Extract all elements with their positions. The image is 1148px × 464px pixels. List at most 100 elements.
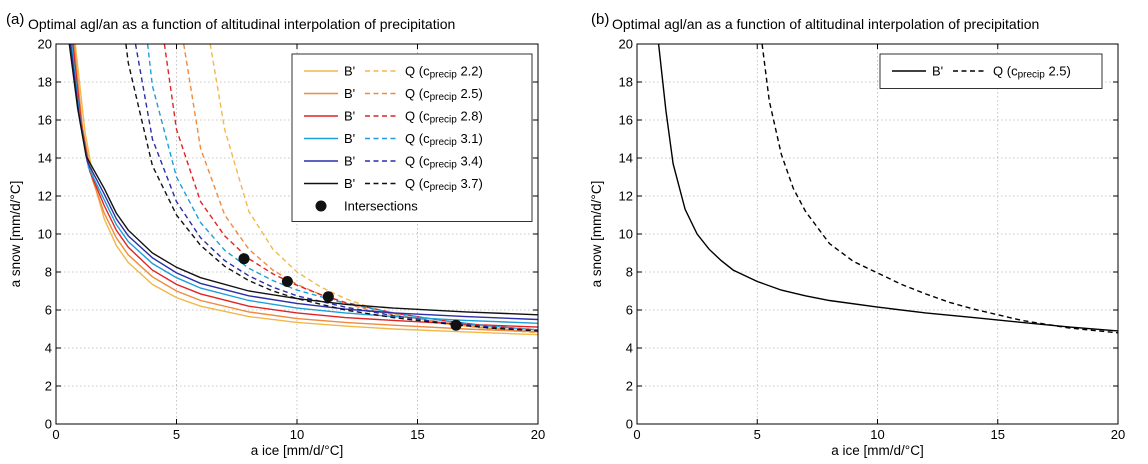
legend-q-sub: precip [430, 160, 458, 171]
legend-entry: B' Q (cprecip 3.4) [304, 154, 483, 171]
x-tick-label: 20 [1111, 427, 1125, 442]
legend-bprime-label: B' [344, 86, 355, 101]
legend-q-sub: precip [1018, 70, 1046, 81]
legend-q-prefix: (c [415, 176, 430, 191]
legend-q-label: Q (cprecip 3.7) [405, 176, 483, 193]
y-tick-label: 18 [619, 75, 633, 90]
legend-q-value: 3.4 [457, 154, 479, 169]
series-bprime-line-2.8 [72, 44, 538, 328]
legend-bprime-label: B' [344, 109, 355, 124]
x-tick-label: 0 [52, 427, 59, 442]
series-q-line-2.8 [163, 44, 538, 331]
legend-q-name: Q [405, 86, 415, 101]
intersection-marker [238, 253, 250, 265]
y-tick-label: 6 [45, 303, 52, 318]
legend-entry: B' Q (cprecip 2.8) [304, 109, 483, 126]
y-tick-label: 2 [626, 379, 633, 394]
legend-q-prefix: (c [415, 131, 430, 146]
legend-entry: B' Q (cprecip 2.2) [304, 64, 483, 81]
legend-bprime-label: B' [932, 64, 943, 79]
x-tick-label: 10 [870, 427, 884, 442]
intersection-marker [322, 291, 334, 303]
legend-q-name: Q [405, 64, 415, 79]
legend-q-suffix: ) [479, 176, 483, 191]
series-q-line-3.4 [134, 44, 538, 332]
y-tick-label: 4 [626, 341, 633, 356]
legend-bprime-label: B' [344, 176, 355, 191]
legend-q-name: Q [405, 109, 415, 124]
y-tick-label: 4 [45, 341, 52, 356]
series-q-line-3.1 [146, 44, 538, 331]
y-tick-label: 2 [45, 379, 52, 394]
y-tick-label: 12 [38, 189, 52, 204]
x-tick-label: 5 [173, 427, 180, 442]
legend-bprime-label: B' [344, 131, 355, 146]
y-tick-label: 8 [626, 265, 633, 280]
legend-q-suffix: ) [479, 64, 483, 79]
y-tick-label: 0 [45, 417, 52, 432]
legend-q-sub: precip [430, 92, 458, 103]
series-q-line-3.7 [125, 44, 538, 332]
y-tick-label: 20 [38, 37, 52, 52]
legend-q-name: Q [993, 64, 1003, 79]
x-tick-label: 10 [290, 427, 304, 442]
plot-area [657, 44, 1118, 334]
legend-q-label: Q (cprecip 2.5) [993, 64, 1071, 81]
series-bprime-line-2.5 [73, 44, 538, 333]
legend-q-sub: precip [430, 182, 458, 193]
y-tick-label: 8 [45, 265, 52, 280]
legend-q-suffix: ) [479, 86, 483, 101]
legend-q-value: 2.2 [457, 64, 479, 79]
panel-label: (a) [6, 11, 24, 28]
x-tick-label: 15 [410, 427, 424, 442]
legend-q-name: Q [405, 176, 415, 191]
legend-q-value: 2.5 [1045, 64, 1067, 79]
legend-q-suffix: ) [479, 131, 483, 146]
legend-q-sub: precip [430, 115, 458, 126]
chart-panel-a: 0 5 10 15 20 0 2 4 6 8 10 12 14 16 18 20 (a) Optimal agl/… [6, 11, 545, 458]
x-axis-label: a ice [mm/d/°C] [251, 443, 343, 458]
x-tick-label: 0 [633, 427, 640, 442]
legend-entry: B' Q (cprecip 2.5) [304, 86, 483, 103]
legend-q-prefix: (c [415, 154, 430, 169]
intersection-marker [281, 276, 293, 287]
chart-title: Optimal agl/an as a function of altitudi… [28, 16, 455, 32]
legend-q-value: 2.5 [457, 86, 479, 101]
y-axis-label: a snow [mm/d/°C] [8, 181, 23, 288]
y-tick-label: 0 [626, 417, 633, 432]
legend: B' Q (cprecip 2.2)B' Q (cprecip 2.5)B' Q (c… [291, 53, 533, 222]
legend-q-label: Q (cprecip 2.8) [405, 109, 483, 126]
series-bprime-line-2.5 [657, 44, 1118, 332]
legend-entry: B' Q (cprecip 3.7) [304, 176, 483, 193]
legend-q-suffix: ) [479, 109, 483, 124]
x-tick-label: 15 [991, 427, 1005, 442]
legend-q-value: 3.1 [457, 131, 479, 146]
legend-q-prefix: (c [415, 109, 430, 124]
series-bprime-line-3.7 [68, 44, 538, 316]
legend-q-sub: precip [430, 70, 458, 81]
series-bprime-line-3.4 [69, 44, 538, 321]
y-tick-label: 6 [626, 303, 633, 318]
legend-q-label: Q (cprecip 2.5) [405, 86, 483, 103]
legend-q-label: Q (cprecip 2.2) [405, 64, 483, 81]
legend-q-sub: precip [430, 137, 458, 148]
y-tick-label: 12 [619, 189, 633, 204]
axes-frame [55, 43, 539, 425]
legend-q-value: 3.7 [457, 176, 479, 191]
y-tick-label: 16 [619, 113, 633, 128]
legend-intersection-marker [315, 200, 327, 212]
y-tick-label: 10 [619, 227, 633, 242]
legend: B' Q (cprecip 2.5) [879, 53, 1103, 89]
x-axis-label: a ice [mm/d/°C] [831, 443, 923, 458]
legend-bprime-label: B' [344, 154, 355, 169]
y-tick-label: 14 [38, 151, 52, 166]
legend-q-label: Q (cprecip 3.1) [405, 131, 483, 148]
series-q-line-2.2 [209, 44, 538, 334]
legend-q-prefix: (c [415, 64, 430, 79]
y-axis-label: a snow [mm/d/°C] [589, 181, 604, 288]
legend-q-prefix: (c [1003, 64, 1018, 79]
intersection-marker [450, 319, 462, 331]
legend-q-label: Q (cprecip 3.4) [405, 154, 483, 171]
y-tick-label: 16 [38, 113, 52, 128]
